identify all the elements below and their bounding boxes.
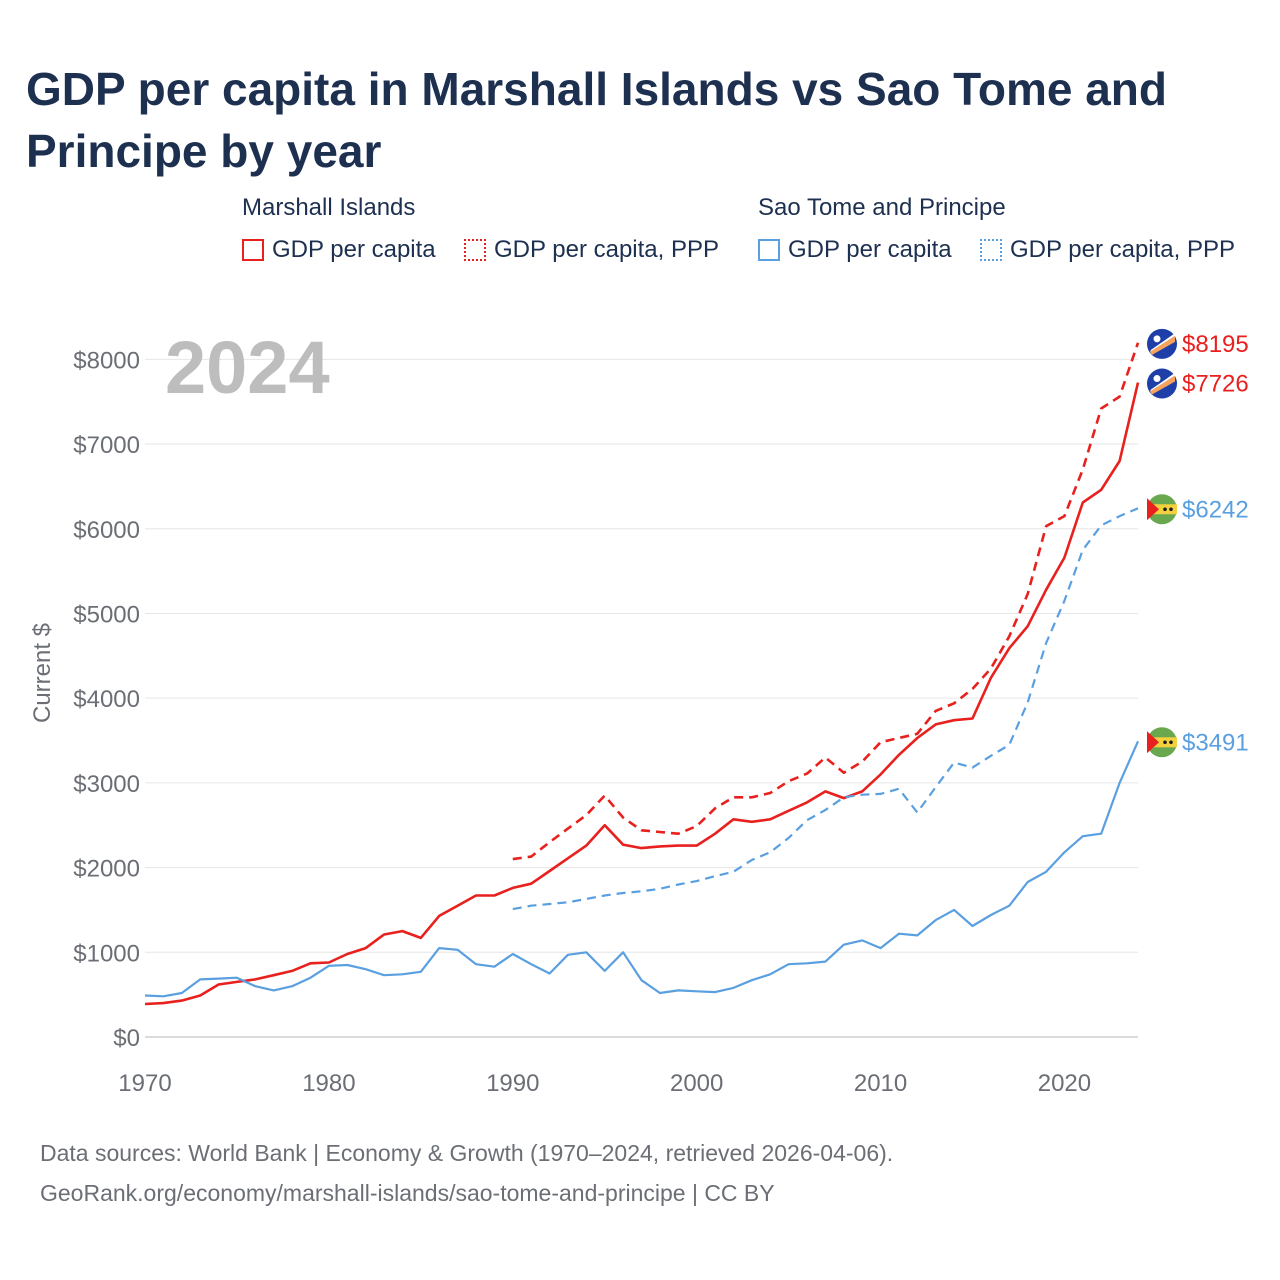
y-tick-label: $4000 (73, 686, 140, 713)
y-tick-label: $0 (113, 1025, 140, 1052)
footer-link[interactable]: GeoRank.org/economy/marshall-islands/sao… (40, 1180, 775, 1206)
x-tick-label: 1990 (486, 1070, 539, 1097)
flag-sao-tome-icon (1147, 494, 1177, 525)
legend-item-label: GDP per capita (272, 236, 436, 263)
year-watermark: 2024 (165, 326, 330, 409)
legend-item-sao-tome-gdp[interactable]: GDP per capita (758, 236, 952, 264)
legend-item-sao-tome-gdp-ppp[interactable]: GDP per capita, PPP (980, 236, 1235, 264)
legend-item-label: GDP per capita (788, 236, 952, 263)
legend-swatch-dotted-red (464, 239, 486, 261)
x-tick-label: 2000 (670, 1070, 723, 1097)
x-tick-label: 1970 (118, 1070, 171, 1097)
legend-item-label: GDP per capita, PPP (1010, 236, 1235, 263)
end-value-label: $7726 (1182, 371, 1249, 398)
y-tick-label: $1000 (73, 940, 140, 967)
x-tick-label: 1980 (302, 1070, 355, 1097)
series-lines (144, 342, 1140, 1006)
series-line-1 (512, 342, 1140, 861)
legend-item-label: GDP per capita, PPP (494, 236, 719, 263)
legend-swatch-solid-blue (758, 239, 780, 261)
series-line-2 (144, 740, 1140, 998)
y-tick-label: $7000 (73, 432, 140, 459)
flag-marshall-islands-icon (1147, 368, 1177, 399)
legend-group-marshall-islands: Marshall Islands (242, 194, 416, 221)
end-value-label: $3491 (1182, 729, 1249, 756)
footer-sources: Data sources: World Bank | Economy & Gro… (40, 1140, 894, 1166)
legend-item-marshall-gdp-ppp[interactable]: GDP per capita, PPP (464, 236, 719, 264)
y-tick-label: $8000 (73, 347, 140, 374)
gdp-line-chart: 2024 Current $ $0 $1000 $2000 $3000 $4000 $50… (29, 326, 1249, 1097)
y-tick-label: $3000 (73, 771, 140, 798)
legend-group-sao-tome: Sao Tome and Principe (758, 194, 1006, 221)
y-tick-labels: $0 $1000 $2000 $3000 $4000 $5000 $6000 $7000 $80… (73, 347, 140, 1052)
legend-item-marshall-gdp[interactable]: GDP per capita (242, 236, 436, 264)
end-value-label: $8195 (1182, 331, 1249, 358)
series-line-3 (512, 507, 1139, 911)
x-tick-label: 2010 (854, 1070, 907, 1097)
end-value-label: $6242 (1182, 496, 1249, 523)
x-tick-label: 2020 (1038, 1070, 1091, 1097)
y-tick-label: $6000 (73, 517, 140, 544)
flag-marshall-islands-icon (1147, 328, 1177, 359)
y-tick-label: $2000 (73, 856, 140, 883)
flag-sao-tome-icon (1147, 727, 1177, 758)
legend-swatch-dotted-blue (980, 239, 1002, 261)
grid-lines (145, 358, 1138, 953)
x-tick-labels: 1970 1980 1990 2000 2010 2020 (118, 1070, 1091, 1097)
legend-swatch-solid-red (242, 239, 264, 261)
y-tick-label: $5000 (73, 601, 140, 628)
end-markers: $7726 $8195 $3491 $6242 (1147, 328, 1249, 758)
y-axis-label: Current $ (29, 623, 56, 723)
chart-title: GDP per capita in Marshall Islands vs Sa… (26, 63, 1167, 177)
series-line-0 (144, 382, 1140, 1006)
